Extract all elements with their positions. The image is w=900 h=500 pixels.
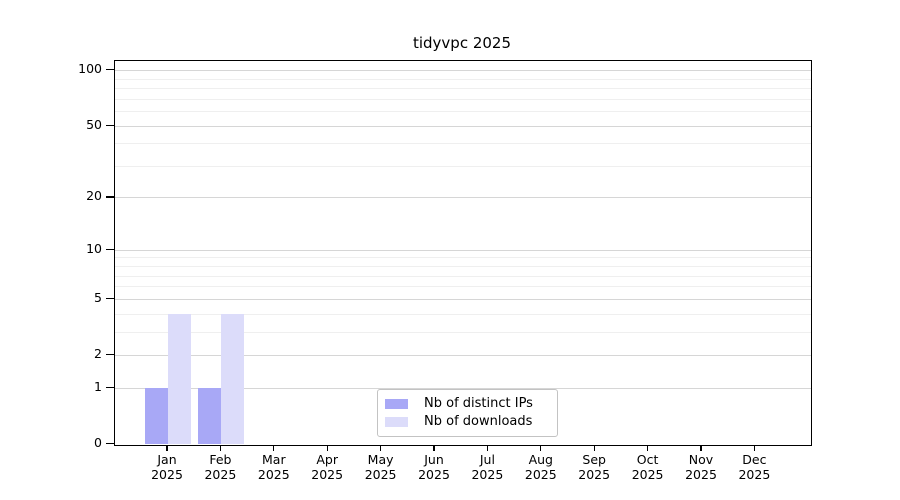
y-tick-label: 1: [94, 378, 102, 394]
x-tick-month: Dec: [742, 452, 767, 467]
legend-swatch-distinct-ips: [385, 399, 408, 409]
y-gridline-minor: [115, 78, 811, 80]
y-tick-label: 0: [94, 435, 102, 450]
x-tick-year: 2025: [204, 467, 237, 482]
y-gridline-major: [115, 197, 811, 199]
x-tick-month: Jun: [424, 452, 444, 467]
y-tick-mark: [106, 124, 114, 126]
y-gridline-major: [115, 298, 811, 300]
x-tick-mark: [166, 445, 168, 451]
x-tick-mark: [647, 445, 649, 451]
x-tick-year: 2025: [418, 467, 450, 482]
y-tick-label: 10: [86, 240, 102, 256]
x-tick-label: Jul 2025: [455, 452, 519, 482]
x-tick-mark: [753, 445, 755, 451]
x-tick-mark: [380, 445, 382, 451]
x-tick-month: Aug: [528, 452, 553, 467]
x-tick-month: Oct: [636, 452, 659, 467]
chart-title: tidyvpc 2025: [412, 34, 512, 52]
legend: Nb of distinct IPs Nb of downloads: [377, 389, 558, 437]
y-gridline-minor: [115, 286, 811, 288]
x-tick-label: Apr 2025: [295, 452, 359, 482]
legend-label-distinct-ips: Nb of distinct IPs: [424, 396, 533, 411]
x-tick-label: Dec 2025: [722, 452, 786, 482]
y-tick-label: 5: [94, 289, 102, 305]
x-tick-year: 2025: [685, 467, 717, 482]
x-tick-label: Aug 2025: [509, 452, 573, 482]
x-tick-mark: [326, 445, 328, 451]
y-tick-label: 50: [86, 116, 102, 132]
y-tick-mark: [106, 248, 114, 250]
y-gridline-major: [115, 355, 811, 356]
legend-swatch-downloads: [385, 417, 408, 427]
x-tick-mark: [700, 445, 702, 451]
y-gridline-minor: [115, 266, 811, 268]
x-tick-label: Jan 2025: [135, 452, 199, 482]
bar-nb-of-distinct-ips-feb: [198, 387, 222, 444]
x-tick-year: 2025: [631, 467, 664, 482]
y-tick-mark: [106, 196, 114, 198]
x-tick-label: Sep 2025: [562, 452, 626, 482]
x-tick-label: Nov 2025: [669, 452, 733, 482]
y-gridline-minor: [115, 88, 811, 90]
bar-nb-of-downloads-feb: [221, 313, 245, 444]
y-tick-mark: [106, 297, 114, 300]
x-tick-mark: [540, 445, 542, 451]
y-tick-label: 100: [78, 61, 102, 77]
x-tick-year: 2025: [364, 467, 397, 482]
x-tick-mark: [273, 445, 275, 451]
plot-area: [114, 60, 812, 446]
x-tick-mark: [593, 445, 595, 451]
x-tick-month: Apr: [316, 452, 338, 467]
x-tick-year: 2025: [738, 467, 771, 482]
x-tick-year: 2025: [578, 467, 611, 482]
y-gridline-minor: [115, 331, 811, 333]
y-tick-label: 2: [94, 346, 102, 361]
x-tick-year: 2025: [524, 467, 557, 482]
y-gridline-major: [115, 70, 811, 72]
x-tick-month: May: [367, 452, 394, 467]
y-gridline-minor: [115, 275, 811, 277]
x-tick-year: 2025: [471, 467, 504, 482]
y-gridline-minor: [115, 165, 811, 167]
x-tick-label: Feb 2025: [188, 452, 252, 482]
x-tick-label: May 2025: [349, 452, 413, 482]
x-tick-year: 2025: [311, 467, 344, 482]
y-gridline-minor: [115, 111, 811, 113]
x-tick-label: Oct 2025: [616, 452, 680, 482]
x-tick-month: Nov: [688, 452, 714, 467]
x-tick-label: Mar 2025: [242, 452, 306, 482]
y-tick-mark: [106, 386, 114, 389]
bar-nb-of-distinct-ips-jan: [145, 387, 168, 444]
x-tick-mark: [219, 445, 221, 451]
legend-item-downloads: Nb of downloads: [385, 415, 557, 429]
x-tick-month: Mar: [262, 452, 286, 467]
x-tick-month: Jul: [479, 452, 495, 467]
y-tick-label: 20: [86, 188, 102, 204]
x-tick-month: Jan: [157, 452, 177, 467]
x-tick-label: Jun 2025: [402, 452, 466, 482]
y-gridline-minor: [115, 313, 811, 315]
legend-item-distinct-ips: Nb of distinct IPs: [385, 397, 557, 411]
legend-label-downloads: Nb of downloads: [424, 414, 533, 429]
bar-nb-of-downloads-jan: [168, 313, 191, 444]
x-tick-month: Feb: [209, 452, 232, 467]
y-tick-mark: [106, 443, 114, 445]
x-tick-year: 2025: [151, 467, 183, 482]
x-tick-year: 2025: [257, 467, 290, 482]
y-gridline-major: [115, 387, 811, 389]
y-gridline-minor: [115, 143, 811, 145]
x-tick-mark: [486, 445, 488, 451]
x-tick-mark: [433, 445, 435, 451]
y-tick-mark: [106, 354, 114, 356]
y-gridline-major: [115, 249, 811, 251]
y-gridline-major: [115, 125, 811, 127]
y-gridline-minor: [115, 257, 811, 259]
y-gridline-minor: [115, 98, 811, 100]
y-tick-mark: [106, 69, 114, 71]
x-tick-month: Sep: [582, 452, 606, 467]
